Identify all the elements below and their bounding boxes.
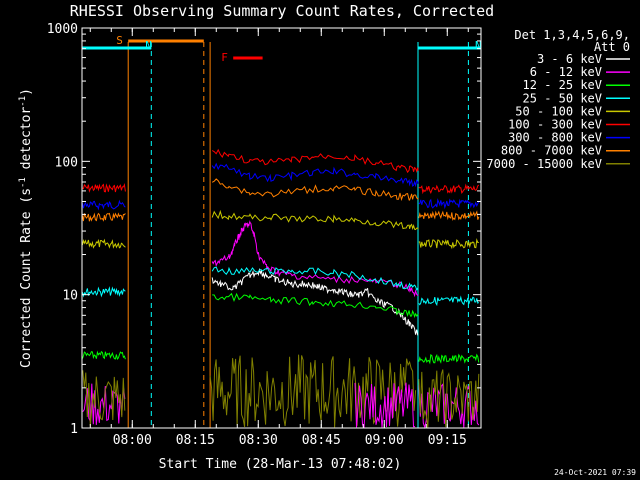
flag-bar-label: F bbox=[221, 51, 228, 64]
olive-low-band bbox=[82, 370, 126, 427]
x-tick-label: 08:00 bbox=[113, 433, 152, 448]
series-post-gap-segment bbox=[418, 238, 479, 250]
y-tick-label: 1000 bbox=[47, 22, 78, 37]
y-axis-label: Corrected Count Rate (s-1 detector-1) bbox=[18, 88, 34, 368]
olive-low-band bbox=[209, 354, 417, 428]
y-axis-label-main: Corrected Count Rate (s bbox=[19, 188, 34, 368]
y-axis-label-mid: detector bbox=[19, 107, 34, 178]
y-tick-label: 10 bbox=[62, 289, 78, 304]
series-pre-gap-segment bbox=[81, 199, 126, 211]
legend-entry-label: 3 - 6 keV bbox=[537, 52, 602, 66]
x-tick-label: 08:15 bbox=[176, 433, 215, 448]
legend-header-line1: Det 1,3,4,5,6,9, bbox=[514, 28, 630, 42]
series-pre-gap-segment bbox=[81, 238, 126, 249]
legend-entry-label: 12 - 25 keV bbox=[523, 78, 602, 92]
flag-bar-label: N bbox=[145, 39, 152, 52]
series-line bbox=[211, 178, 419, 202]
x-axis-label: Start Time (28-Mar-13 07:48:02) bbox=[159, 457, 402, 472]
chart-title: RHESSI Observing Summary Count Rates, Co… bbox=[70, 2, 494, 20]
legend-header-line2: Att 0 bbox=[594, 40, 630, 54]
olive-low-band bbox=[418, 369, 480, 428]
series-line bbox=[211, 162, 419, 188]
legend-entry-label: 100 - 300 keV bbox=[508, 118, 602, 132]
series-line bbox=[211, 209, 419, 231]
legend-entry-label: 7000 - 15000 keV bbox=[486, 157, 602, 171]
series-post-gap-segment bbox=[418, 295, 480, 307]
plot-frame bbox=[81, 27, 482, 429]
y-axis-label-sup2: -1 bbox=[18, 96, 28, 107]
series-line bbox=[212, 292, 419, 319]
legend-entry-label: 25 - 50 keV bbox=[523, 91, 602, 105]
series-post-gap-segment bbox=[418, 183, 480, 195]
series-post-gap-segment bbox=[418, 353, 480, 365]
legend-entry-label: 50 - 100 keV bbox=[515, 104, 602, 118]
series-pre-gap-segment bbox=[81, 350, 126, 361]
x-tick-label: 09:00 bbox=[365, 433, 404, 448]
series-post-gap-segment bbox=[418, 198, 480, 210]
x-tick-label: 09:15 bbox=[428, 433, 467, 448]
series-line bbox=[211, 267, 419, 336]
x-tick-label: 08:30 bbox=[239, 433, 278, 448]
y-axis: 1 10 100 1000 bbox=[47, 22, 481, 437]
series-post-gap-segment bbox=[418, 210, 480, 221]
y-axis-label-end: ) bbox=[19, 88, 34, 96]
flag-bar-label: N bbox=[475, 39, 482, 52]
datestamp: 24-Oct-2021 07:39 bbox=[554, 468, 636, 477]
y-axis-label-sup1: -1 bbox=[18, 177, 28, 188]
series-line bbox=[211, 148, 419, 174]
y-tick-label: 1 bbox=[70, 422, 78, 437]
legend-entry-label: 800 - 7000 keV bbox=[501, 144, 602, 158]
y-tick-label: 100 bbox=[55, 155, 78, 170]
x-axis: 08:00 08:15 08:30 08:45 09:00 09:15 bbox=[89, 28, 469, 448]
flag-bar-label: S bbox=[116, 34, 123, 47]
x-tick-label: 08:45 bbox=[302, 433, 341, 448]
plot-area: S N N F bbox=[81, 34, 482, 430]
series-pre-gap-segment bbox=[81, 212, 126, 222]
series-pre-gap-segment bbox=[82, 182, 126, 193]
series-pre-gap-segment bbox=[81, 286, 126, 298]
series-line bbox=[211, 266, 419, 291]
legend-entry-label: 300 - 800 keV bbox=[508, 131, 602, 145]
legend-entry-label: 6 - 12 keV bbox=[530, 65, 602, 79]
magenta-low-band bbox=[354, 382, 415, 429]
